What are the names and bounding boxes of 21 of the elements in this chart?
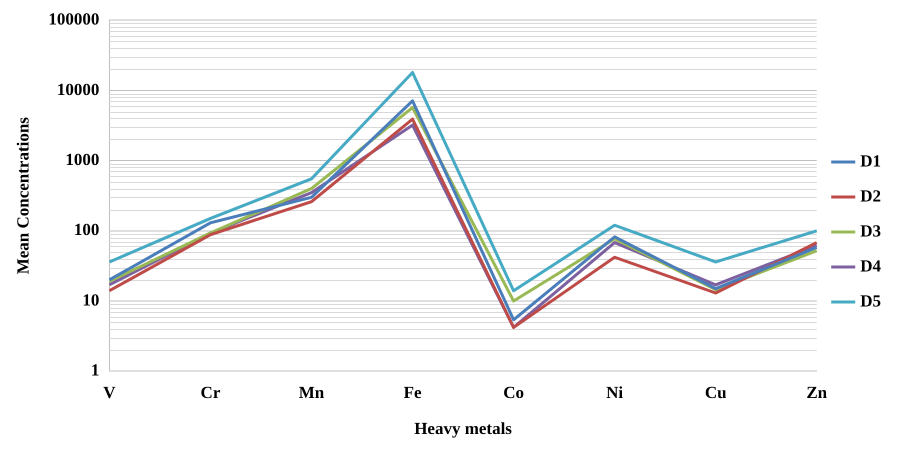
x-axis-title: Heavy metals [414,419,512,438]
y-tick-label: 10000 [56,80,100,99]
y-tick-label: 1000 [65,150,100,169]
y-tick-label: 10 [82,290,100,310]
x-tick-label: Co [503,382,524,402]
x-tick-label: Mn [298,382,325,402]
x-tick-label: Cu [704,382,727,402]
x-tick-label: V [103,382,116,402]
x-tick-label: Ni [606,382,624,402]
y-axis-title: Mean Concentrations [14,116,33,274]
y-tick-label: 100 [74,220,100,240]
legend-label: D5 [860,291,882,310]
legend-label: D4 [860,256,882,276]
x-tick-label: Fe [404,382,422,402]
y-tick-label: 1 [90,360,100,380]
x-tick-label: Zn [806,382,828,402]
legend-label: D2 [860,186,882,206]
legend-label: D1 [860,151,882,170]
legend-label: D3 [860,221,882,240]
y-tick-label: 100000 [48,10,100,29]
x-tick-label: Cr [200,382,221,402]
